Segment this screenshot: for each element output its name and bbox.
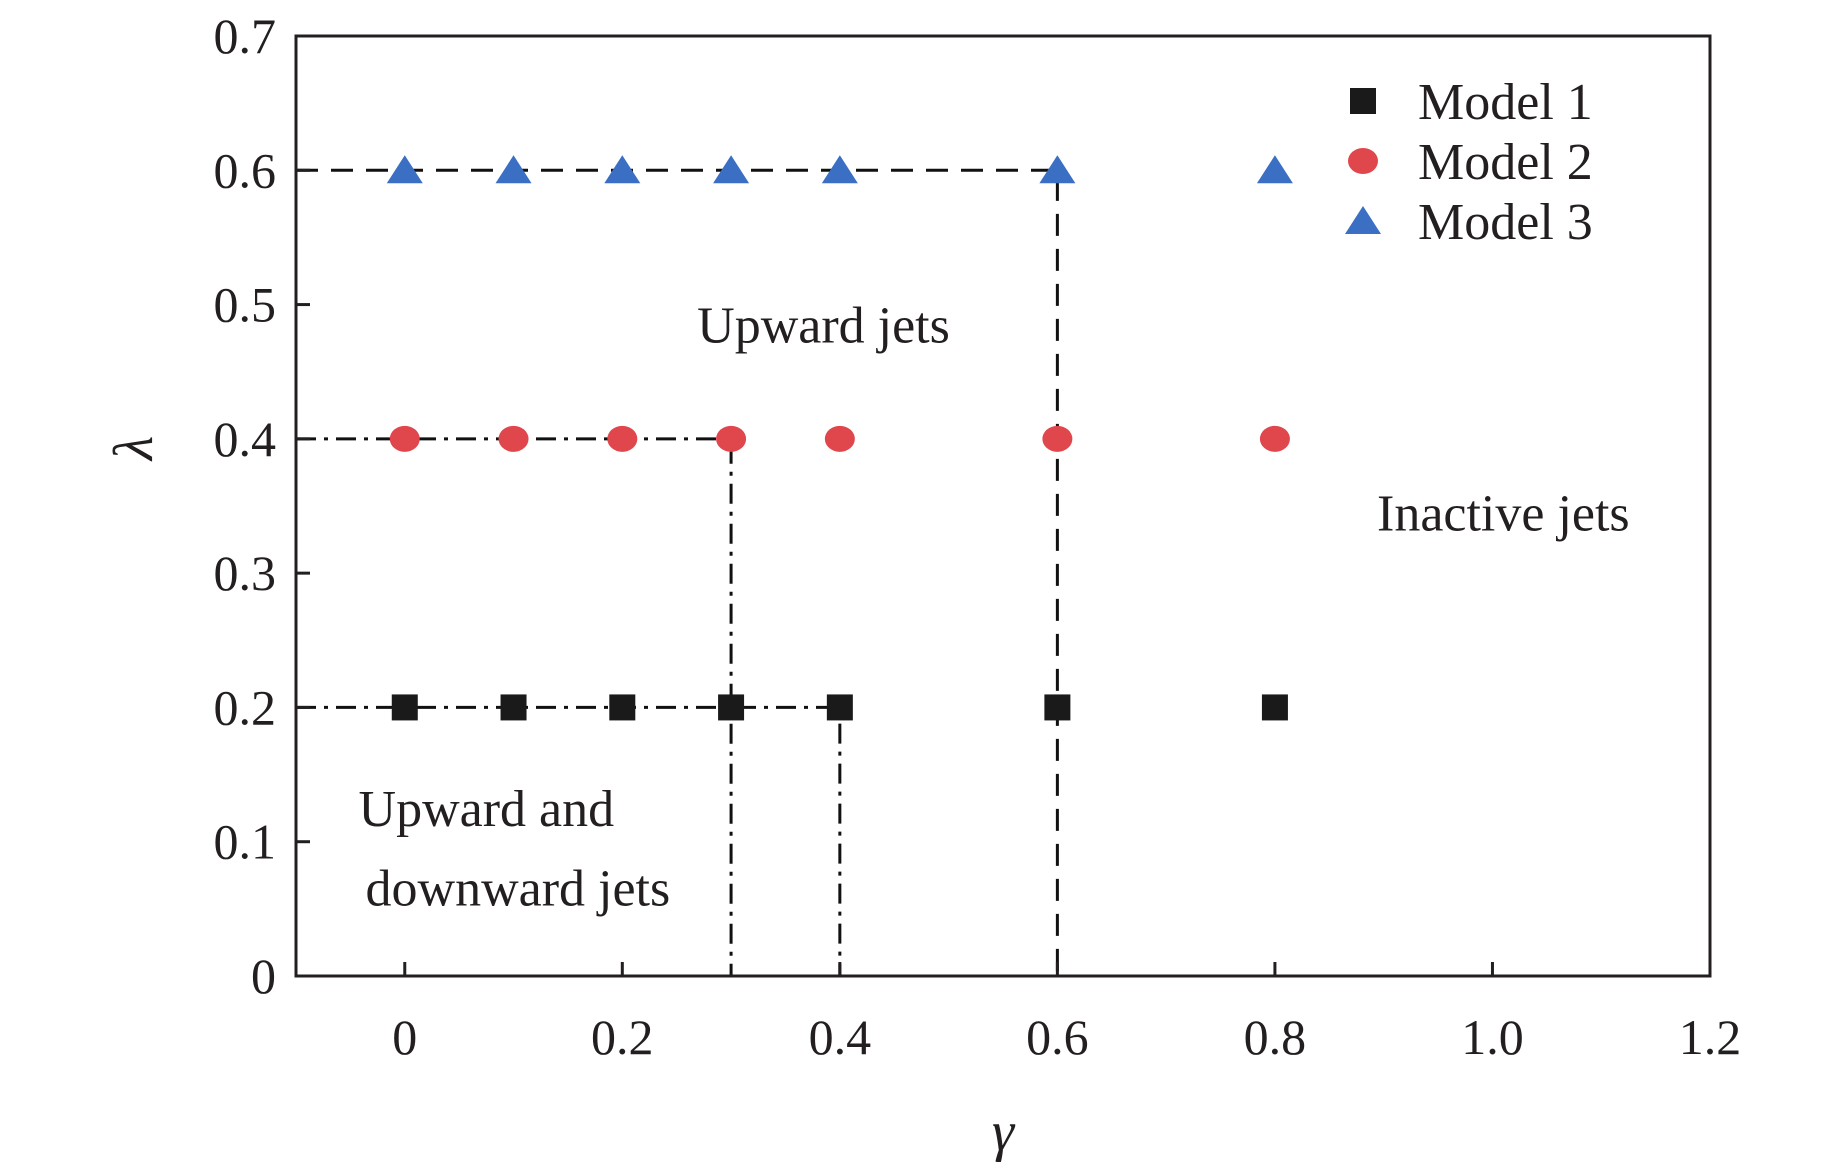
x-axis-label: γ bbox=[992, 1101, 1016, 1163]
region-label: Upward jets bbox=[697, 298, 950, 355]
model-3-point bbox=[821, 155, 858, 184]
model-2-point bbox=[1042, 425, 1073, 452]
model-1-point bbox=[1044, 694, 1071, 721]
region-label: downward jets bbox=[366, 860, 671, 917]
region-label: Inactive jets bbox=[1377, 486, 1630, 543]
model-3-point bbox=[495, 155, 532, 184]
x-tick-label: 1.2 bbox=[1679, 1009, 1742, 1065]
model-1-point bbox=[391, 694, 418, 721]
y-tick-label: 0.7 bbox=[214, 8, 277, 64]
x-tick-label: 0.8 bbox=[1244, 1009, 1307, 1065]
y-tick-label: 0 bbox=[251, 948, 276, 1004]
y-axis-label: λ bbox=[103, 436, 165, 462]
model-2-point bbox=[824, 425, 855, 452]
model-2-point bbox=[607, 425, 638, 452]
model-1-point bbox=[718, 694, 745, 721]
model-1-point bbox=[1261, 694, 1288, 721]
axis-ticks: 0 0.2 0.4 0.6 0.8 1.0 1.2 0 0.1 0.2 0.3 0.4 0.5 0.6 0.… bbox=[214, 8, 1742, 1065]
x-tick-label: 0.2 bbox=[591, 1009, 654, 1065]
model-3-point bbox=[604, 155, 641, 184]
model-3-point bbox=[1039, 155, 1076, 184]
plot-frame bbox=[294, 34, 1712, 978]
y-tick-label: 0.6 bbox=[214, 142, 277, 198]
x-tick-label: 1.0 bbox=[1461, 1009, 1524, 1065]
data-markers bbox=[386, 155, 1293, 721]
legend-marker bbox=[1350, 88, 1376, 114]
model-1-point bbox=[826, 694, 853, 721]
model-1-point bbox=[609, 694, 636, 721]
model-2-point bbox=[716, 425, 747, 452]
model-2-point bbox=[389, 425, 420, 452]
dashdot-boundary-line bbox=[296, 705, 842, 976]
y-tick-label: 0.3 bbox=[214, 545, 277, 601]
x-tick-label: 0.6 bbox=[1026, 1009, 1089, 1065]
y-tick-label: 0.5 bbox=[214, 277, 277, 333]
model-3-point bbox=[1256, 155, 1293, 184]
y-tick-label: 0.2 bbox=[214, 679, 277, 735]
model-3-point bbox=[386, 155, 423, 184]
y-tick-label: 0.4 bbox=[214, 411, 277, 467]
x-tick-label: 0 bbox=[392, 1009, 417, 1065]
y-tick-label: 0.1 bbox=[214, 814, 277, 870]
legend-label: Model 2 bbox=[1418, 134, 1593, 191]
legend-label: Model 3 bbox=[1418, 194, 1593, 251]
legend-marker bbox=[1345, 206, 1381, 234]
model-2-point bbox=[1259, 425, 1290, 452]
legend-marker bbox=[1348, 148, 1378, 174]
region-annotations: Upward jets Inactive jets Upward and downwa… bbox=[359, 298, 1630, 918]
region-label: Upward and bbox=[359, 781, 615, 838]
legend-label: Model 1 bbox=[1418, 74, 1593, 131]
model-3-point bbox=[713, 155, 750, 184]
x-tick-label: 0.4 bbox=[809, 1009, 872, 1065]
model-1-point bbox=[500, 694, 527, 721]
model-2-point bbox=[498, 425, 529, 452]
